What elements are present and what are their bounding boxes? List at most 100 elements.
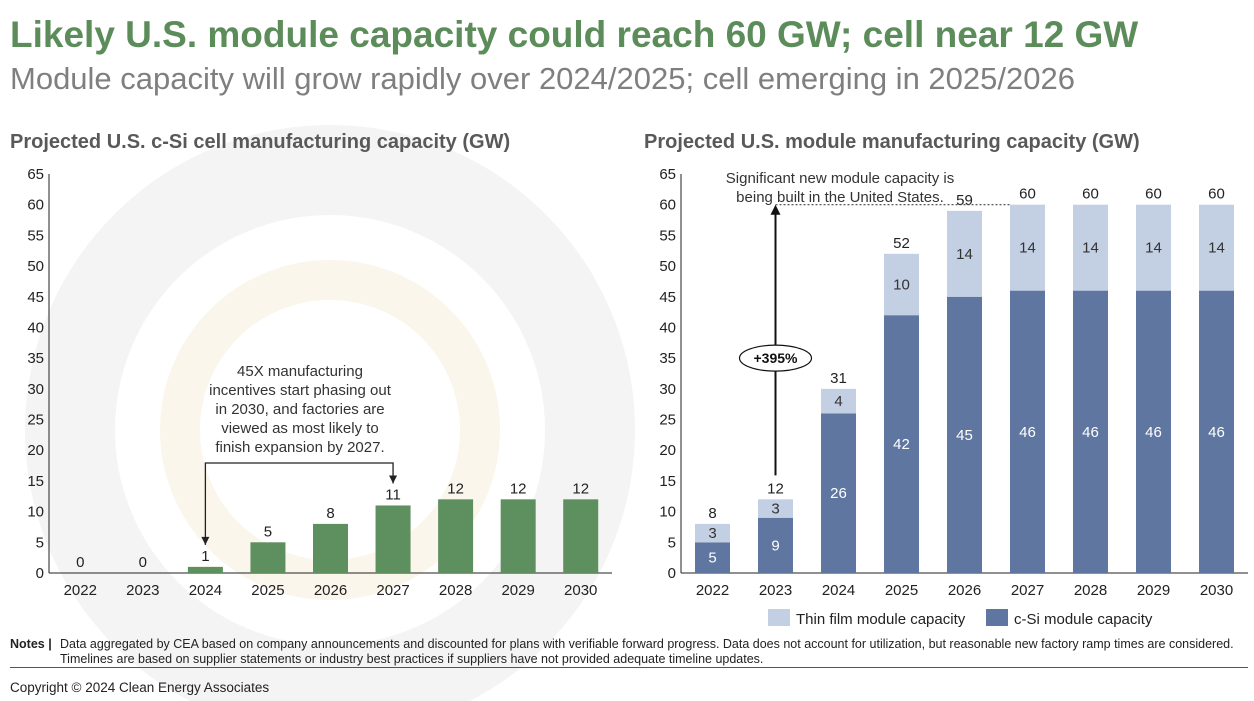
- growth-arrowhead: [770, 204, 781, 215]
- thin-film-value-label: 3: [708, 525, 716, 542]
- total-value-label: 60: [1208, 186, 1225, 203]
- module-x-tick-label: 2026: [948, 582, 981, 599]
- thin-film-bar: [821, 388, 856, 414]
- thin-film-bar: [1073, 204, 1108, 291]
- growth-label-ellipse: [738, 344, 813, 372]
- cell-annotation-text: viewed as most likely to: [221, 420, 379, 437]
- cell-x-tick-label: 2030: [564, 582, 597, 599]
- page-subtitle: Module capacity will grow rapidly over 2…: [10, 61, 1075, 96]
- csi-value-label: 46: [1208, 424, 1225, 441]
- copyright: Copyright © 2024 Clean Energy Associates: [10, 680, 270, 695]
- thin-film-value-label: 14: [1145, 240, 1162, 257]
- csi-module-bar: [821, 413, 856, 573]
- footer-divider: [10, 667, 1248, 668]
- cell-bar: [563, 499, 599, 573]
- csi-value-label: 46: [1019, 424, 1036, 441]
- csi-value-label: 5: [708, 550, 716, 567]
- cell-y-tick-label: 50: [27, 258, 44, 275]
- module-y-tick-label: 65: [659, 166, 676, 183]
- cell-y-tick-label: 20: [27, 442, 44, 459]
- module-y-tick-label: 30: [659, 381, 676, 398]
- csi-module-bar: [884, 315, 919, 573]
- legend-swatch: [986, 609, 1008, 626]
- cell-x-tick-label: 2023: [126, 582, 159, 599]
- cell-y-tick-label: 30: [27, 381, 44, 398]
- cell-x-tick-label: 2027: [376, 582, 409, 599]
- cell-value-label: 12: [510, 480, 527, 497]
- csi-value-label: 46: [1145, 424, 1162, 441]
- csi-module-bar: [947, 296, 982, 573]
- module-x-tick-label: 2025: [885, 582, 918, 599]
- cell-bar: [250, 542, 286, 573]
- thin-film-bar: [695, 523, 730, 543]
- thin-film-bar: [884, 253, 919, 316]
- module-capacity-chart: 0510152025303540455055606553820229312202…: [659, 166, 1248, 628]
- total-value-label: 59: [956, 192, 973, 209]
- total-value-label: 60: [1082, 186, 1099, 203]
- legend-label: c-Si module capacity: [1014, 611, 1153, 628]
- notes-label: Notes |: [10, 637, 52, 651]
- cell-value-label: 0: [139, 554, 147, 571]
- cell-value-label: 12: [447, 480, 464, 497]
- cell-y-tick-label: 0: [36, 565, 44, 582]
- cell-annotation-text: finish expansion by 2027.: [215, 439, 384, 456]
- cell-y-tick-label: 65: [27, 166, 44, 183]
- cell-value-label: 1: [201, 548, 209, 565]
- module-y-tick-label: 50: [659, 258, 676, 275]
- module-y-tick-label: 55: [659, 227, 676, 244]
- thin-film-value-label: 10: [893, 276, 910, 293]
- module-y-tick-label: 40: [659, 319, 676, 336]
- cell-y-tick-label: 5: [36, 534, 44, 551]
- module-y-tick-label: 45: [659, 289, 676, 306]
- total-value-label: 31: [830, 370, 847, 387]
- thin-film-value-label: 14: [956, 246, 973, 263]
- thin-film-bar: [1136, 204, 1171, 291]
- cell-bar: [187, 566, 223, 573]
- csi-value-label: 42: [893, 436, 910, 453]
- thin-film-value-label: 14: [1082, 240, 1099, 257]
- cell-annotation-text: incentives start phasing out: [209, 382, 392, 399]
- total-value-label: 52: [893, 235, 910, 252]
- cell-y-tick-label: 60: [27, 197, 44, 214]
- thin-film-value-label: 3: [771, 501, 779, 518]
- module-x-tick-label: 2030: [1200, 582, 1233, 599]
- module-y-tick-label: 20: [659, 442, 676, 459]
- total-value-label: 60: [1145, 186, 1162, 203]
- csi-module-bar: [1136, 290, 1171, 573]
- cell-bar: [375, 505, 411, 573]
- cell-bar: [500, 499, 536, 573]
- csi-module-bar: [1073, 290, 1108, 573]
- thin-film-bar: [1199, 204, 1234, 291]
- cell-y-tick-label: 25: [27, 412, 44, 429]
- cell-chart-title: Projected U.S. c-Si cell manufacturing c…: [10, 131, 511, 153]
- cell-x-tick-label: 2024: [189, 582, 222, 599]
- module-y-tick-label: 15: [659, 473, 676, 490]
- module-chart-title: Projected U.S. module manufacturing capa…: [644, 131, 1140, 153]
- csi-value-label: 26: [830, 485, 847, 502]
- cell-x-tick-label: 2029: [501, 582, 534, 599]
- thin-film-bar: [1010, 204, 1045, 291]
- module-x-tick-label: 2027: [1011, 582, 1044, 599]
- module-x-tick-label: 2023: [759, 582, 792, 599]
- thin-film-bar: [758, 499, 793, 518]
- thin-film-value-label: 4: [834, 393, 842, 410]
- thin-film-value-label: 14: [1019, 240, 1036, 257]
- cell-y-tick-label: 10: [27, 504, 44, 521]
- cell-x-tick-label: 2022: [64, 582, 97, 599]
- module-y-tick-label: 10: [659, 504, 676, 521]
- csi-value-label: 9: [771, 537, 779, 554]
- cell-arrowhead-2024: [201, 536, 210, 545]
- cell-value-label: 0: [76, 554, 84, 571]
- cell-arrowhead-2027: [389, 475, 398, 484]
- cell-capacity-chart: 0510152025303540455055606502022020231202…: [27, 166, 612, 599]
- cell-y-tick-label: 40: [27, 319, 44, 336]
- module-x-tick-label: 2024: [822, 582, 855, 599]
- cell-bar: [438, 499, 474, 573]
- cell-value-label: 12: [572, 480, 589, 497]
- csi-module-bar: [1199, 290, 1234, 573]
- cell-bar: [313, 523, 348, 573]
- module-y-tick-label: 0: [668, 565, 676, 582]
- legend-label: Thin film module capacity: [796, 611, 966, 628]
- module-y-tick-label: 60: [659, 197, 676, 214]
